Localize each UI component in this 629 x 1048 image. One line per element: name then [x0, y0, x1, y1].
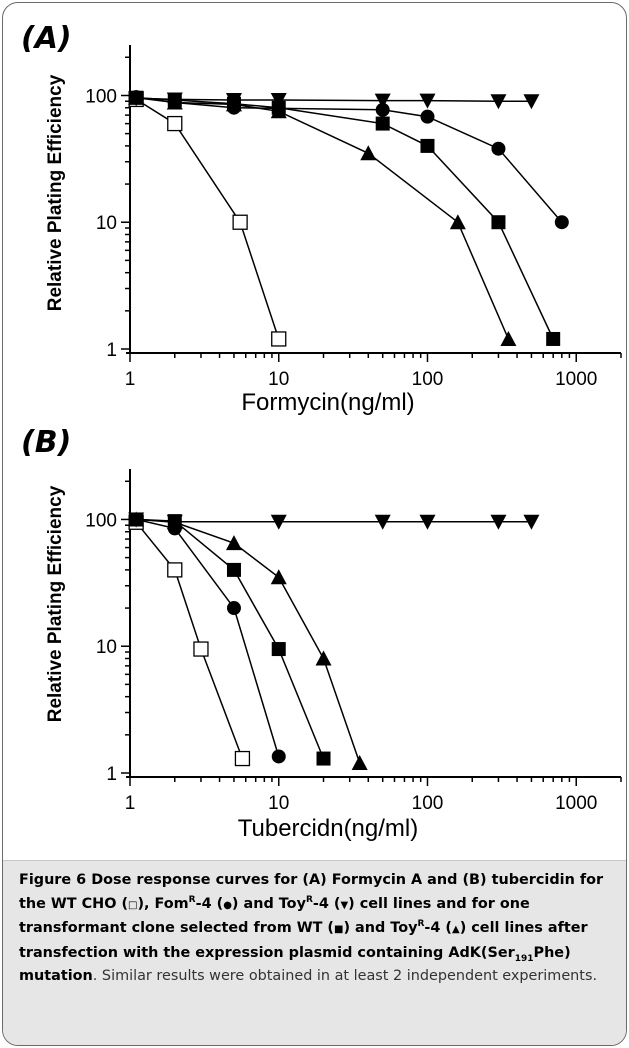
- panel-b-series-line-wt: [135, 521, 244, 759]
- panel-a-point-toy_transf: [360, 145, 377, 161]
- panel-b-point-fom: [226, 601, 241, 616]
- panel-a-point-toy_transf: [225, 96, 242, 112]
- panel-a-x-axis-label: Formycin(ng/ml): [241, 389, 414, 416]
- panel-a-series-line-fom: [136, 96, 563, 223]
- panel-b-y-tick-label: 100: [85, 510, 117, 531]
- panel-a-point-toy_transf: [166, 94, 183, 110]
- panel-a-point-toy: [490, 94, 507, 110]
- panel-b-chart: (B) Relative Plating Efficiency Tubercid…: [21, 425, 622, 842]
- panel-b-series-line-fom: [136, 518, 280, 757]
- panel-a-point-toy_transf: [449, 214, 466, 230]
- panel-a-series-line-toy: [136, 97, 532, 102]
- panel-a-series-line-wt_transf: [136, 96, 554, 340]
- panel-a-x-tick-label: 100: [412, 369, 444, 390]
- panel-b-point-wt: [167, 562, 183, 578]
- panel-a-point-wt_transf: [546, 331, 561, 346]
- panel-a-point-toy: [270, 93, 287, 109]
- panel-a-label: (A): [21, 21, 72, 56]
- panel-b-y-axis-label: Relative Plating Efficiency: [45, 485, 66, 722]
- panel-b-point-toy: [490, 514, 507, 530]
- panel-b-point-toy_transf: [225, 535, 242, 551]
- panel-b-y-tick-label: 1: [106, 764, 117, 785]
- panel-b-series-line-toy: [136, 518, 532, 523]
- panel-a-y-tick-label: 10: [96, 213, 117, 234]
- panel-b-x-axis-label: Tubercidn(ng/ml): [238, 815, 419, 842]
- panel-b-x-tick-label: 1000: [555, 793, 597, 814]
- panel-b-x-tick-label: 100: [412, 793, 444, 814]
- panel-a-x-tick-label: 1000: [555, 369, 597, 390]
- panel-a-point-wt: [232, 214, 248, 230]
- wt-transf-symbol: ■: [333, 924, 344, 935]
- wt-symbol: □: [128, 899, 138, 911]
- panel-a-y-axis-label: Relative Plating Efficiency: [45, 74, 66, 311]
- panel-b-point-toy_transf: [315, 650, 332, 666]
- panel-b-point-wt_transf: [316, 751, 331, 766]
- panel-a-point-wt_transf: [491, 215, 506, 230]
- panel-b-point-toy: [270, 514, 287, 530]
- panel-a-point-toy: [419, 93, 436, 109]
- panel-a-point-wt_transf: [420, 138, 435, 153]
- panel-a-point-fom: [491, 141, 506, 156]
- caption-box: Figure 6 Dose response curves for (A) Fo…: [3, 860, 626, 1045]
- panel-a-point-wt_transf: [375, 116, 390, 131]
- panel-a-point-toy_transf: [270, 103, 287, 119]
- panel-b-point-toy_transf: [166, 514, 183, 530]
- panel-a-series-line-toy_transf: [136, 96, 510, 340]
- panel-a-x-tick-label: 1: [125, 369, 136, 390]
- panel-a-point-toy_transf: [500, 330, 517, 346]
- panel-a-y-tick-label: 1: [106, 340, 117, 361]
- panel-a-point-wt: [167, 115, 183, 132]
- panel-b-point-toy_transf: [128, 511, 145, 527]
- panel-b-point-toy_transf: [270, 569, 287, 585]
- panel-a-point-wt: [271, 331, 287, 347]
- figure-caption: Figure 6 Dose response curves for (A) Fo…: [19, 872, 604, 984]
- panel-a-y-tick-label: 100: [85, 86, 117, 107]
- caption-figure-label: Figure 6: [19, 872, 87, 888]
- panel-b-point-wt: [234, 750, 251, 767]
- panel-b-series-line-toy_transf: [136, 518, 361, 764]
- panel-b-x-tick-label: 10: [268, 793, 289, 814]
- panel-a-point-toy: [374, 93, 391, 109]
- panel-b-x-tick-label: 1: [125, 793, 136, 814]
- panel-b-point-wt_transf: [271, 642, 286, 657]
- panel-b-point-toy: [419, 514, 436, 530]
- toy-symbol: ▼: [340, 899, 349, 911]
- panel-b-point-toy: [374, 514, 391, 530]
- panel-a-point-fom: [420, 109, 435, 124]
- panel-a-series-line-wt: [135, 98, 280, 340]
- toy-transf-symbol: ▲: [451, 924, 460, 935]
- panel-a-x-tick-label: 10: [268, 369, 289, 390]
- panel-b-point-wt: [193, 641, 209, 657]
- panel-b-point-toy: [523, 514, 540, 530]
- panel-b-point-wt_transf: [226, 562, 241, 577]
- panel-a-point-toy_transf: [128, 89, 145, 105]
- panel-b-point-fom: [271, 749, 286, 764]
- panel-a-point-fom: [375, 102, 390, 117]
- panel-b-y-tick-label: 10: [96, 637, 117, 658]
- fom-symbol: ●: [223, 899, 232, 911]
- panel-a-point-fom: [554, 215, 569, 230]
- panel-b-label: (B): [21, 425, 71, 460]
- panel-a-point-toy: [523, 94, 540, 110]
- panel-b-point-toy_transf: [351, 754, 368, 770]
- panel-a-chart: (A) Relative Plating Efficiency Formycin…: [21, 21, 622, 416]
- panel-b-series-line-wt_transf: [136, 518, 325, 759]
